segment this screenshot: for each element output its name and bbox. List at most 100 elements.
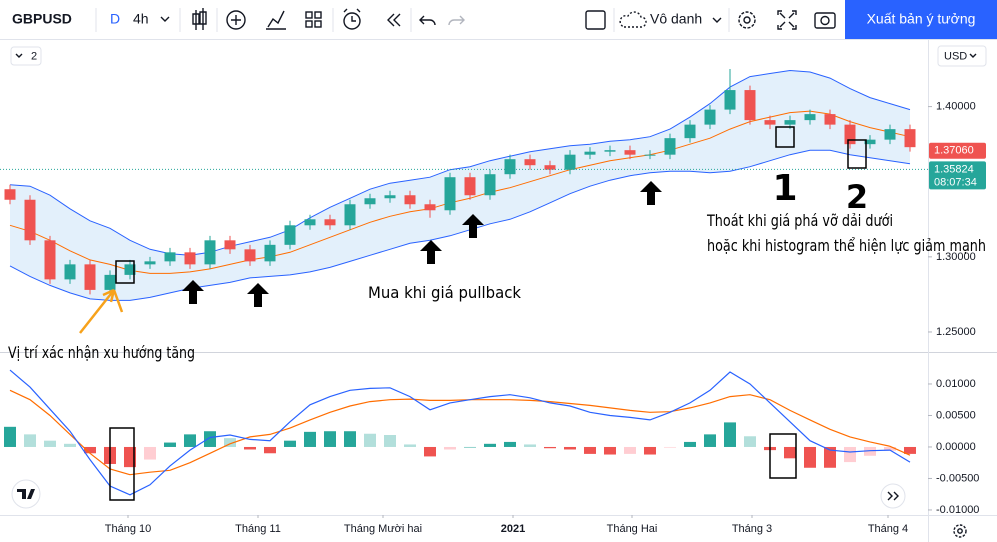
candle-body <box>64 264 76 280</box>
up-arrow <box>182 280 204 304</box>
histogram-bar <box>324 431 336 447</box>
histogram-bar <box>404 444 416 447</box>
candle-body <box>144 261 156 265</box>
y-tick-label: -0.01000 <box>936 504 979 516</box>
histogram-bar <box>304 431 316 447</box>
candle-body <box>464 177 476 196</box>
candle-body <box>804 114 816 121</box>
box <box>109 427 135 501</box>
histogram-bar <box>244 446 256 450</box>
candle-body <box>44 240 56 280</box>
layout-name[interactable]: Vô danh <box>650 11 702 27</box>
histogram-bar <box>224 438 236 447</box>
x-tick-label: Tháng 3 <box>732 523 772 535</box>
candle-body <box>124 264 136 275</box>
candle-body <box>4 189 16 200</box>
histogram-bar <box>204 431 216 447</box>
histogram-bar <box>864 446 876 456</box>
symbol[interactable]: GBPUSD <box>12 11 72 27</box>
x-tick-label: Tháng Hai <box>607 523 658 535</box>
fullscreen-button[interactable] <box>777 10 797 30</box>
logo[interactable] <box>11 479 41 509</box>
currency[interactable]: USD <box>944 50 967 62</box>
toolbar: GBPUSD D 4h Vô danh <box>0 0 997 40</box>
layout-chevron[interactable] <box>712 17 722 23</box>
candle-body <box>604 150 616 152</box>
x-tick-label: Tháng 11 <box>235 523 281 535</box>
publish-button[interactable] <box>845 0 997 39</box>
histogram-bar <box>164 442 176 447</box>
annotation: 2 <box>846 178 868 216</box>
bollinger-lower <box>9 149 911 301</box>
annotation: 1 <box>772 168 797 209</box>
macd-pane <box>4 369 916 496</box>
cloud-icon <box>619 11 647 28</box>
histogram-bar <box>804 446 816 468</box>
candle-body <box>84 264 96 290</box>
histogram-bar <box>604 446 616 455</box>
candle-body <box>684 124 696 139</box>
histogram-bar <box>584 446 596 454</box>
histogram-bar <box>344 431 356 447</box>
candle-type-button[interactable] <box>192 8 207 30</box>
replay-button[interactable] <box>387 13 401 27</box>
histogram-bar <box>704 434 716 447</box>
histogram-bar <box>184 434 196 447</box>
interval-chevron[interactable] <box>160 16 170 22</box>
price-pane <box>0 69 928 301</box>
candle-body <box>164 252 176 262</box>
candle-body <box>844 124 856 145</box>
pane-chevron <box>15 53 23 58</box>
x-tick-label: Tháng 10 <box>105 523 151 535</box>
y-tick-label: 1.40000 <box>936 101 976 113</box>
interval-prefix[interactable]: D <box>110 11 120 27</box>
currency-button[interactable] <box>937 45 987 67</box>
redo-button[interactable] <box>448 15 465 26</box>
y-tick-label: 0.00000 <box>936 441 976 453</box>
price-label: 1.35824 <box>934 163 974 175</box>
axis-settings-button[interactable] <box>953 524 967 538</box>
candle-body <box>764 120 776 125</box>
histogram-bar <box>64 443 76 447</box>
candle-body <box>584 151 596 155</box>
price-label-bg <box>929 142 986 159</box>
interval[interactable]: 4h <box>133 11 149 27</box>
price-label: 1.37060 <box>934 145 974 157</box>
candle-body <box>704 109 716 125</box>
histogram-bar <box>424 446 436 457</box>
publish-label[interactable]: Xuất bản ý tưởng <box>867 11 976 27</box>
candle-body <box>284 225 296 245</box>
histogram-bar <box>724 422 736 447</box>
alert-button[interactable] <box>343 8 361 30</box>
histogram-bar <box>664 446 676 448</box>
histogram-bar <box>44 440 56 447</box>
histogram-bar <box>524 444 536 447</box>
histogram-bar <box>144 446 156 460</box>
pane-collapse-button[interactable] <box>10 46 42 66</box>
scroll-to-realtime-button[interactable] <box>880 483 906 509</box>
box <box>775 126 795 148</box>
candle-body <box>204 240 216 265</box>
undo-button[interactable] <box>419 15 436 26</box>
indicators-button[interactable] <box>226 10 246 30</box>
histogram-bar <box>564 446 576 450</box>
candle-body <box>864 139 876 145</box>
candle-body <box>664 138 676 155</box>
candle-body <box>624 150 636 155</box>
x-tick-label: 2021 <box>501 523 525 535</box>
settings-button[interactable] <box>738 11 756 29</box>
histogram-bar <box>824 446 836 468</box>
bollinger-upper <box>9 69 911 256</box>
pane-count: 2 <box>31 50 37 62</box>
candle-body <box>264 244 276 262</box>
snapshot-button[interactable] <box>814 12 836 29</box>
candle-body <box>644 154 656 156</box>
histogram-bar <box>264 446 276 454</box>
y-tick-label: 0.01000 <box>936 378 976 390</box>
candle-body <box>904 129 916 148</box>
fullscreen-layout-button[interactable] <box>585 10 606 30</box>
histogram-bar <box>384 435 396 447</box>
templates-button[interactable] <box>305 11 322 28</box>
compare-button[interactable] <box>266 10 286 30</box>
histogram-bar <box>684 441 696 447</box>
